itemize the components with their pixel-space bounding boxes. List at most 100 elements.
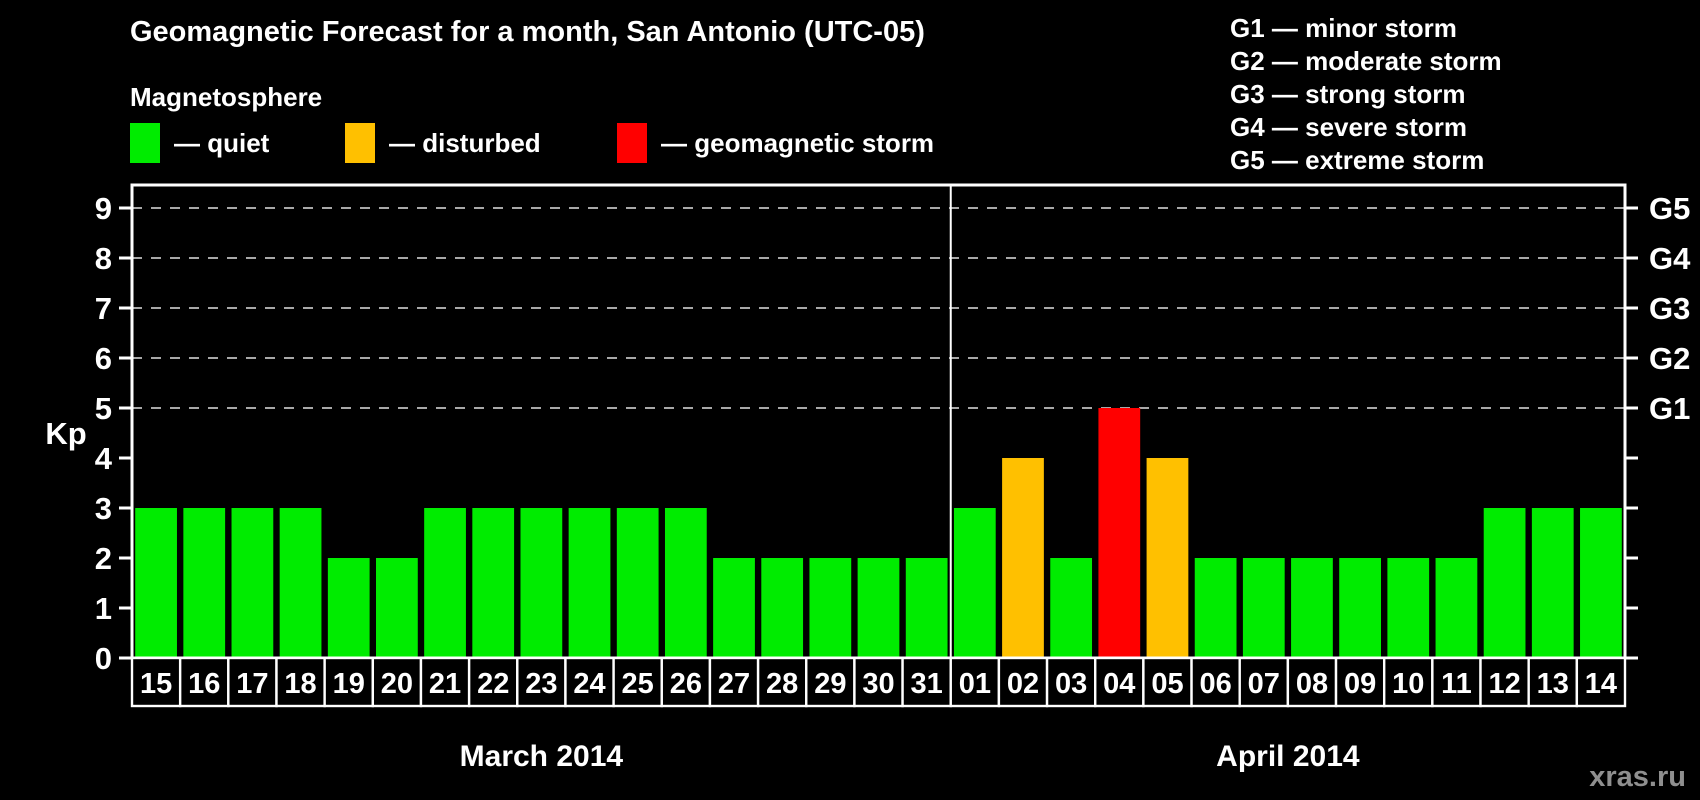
kp-bars [135, 408, 1622, 658]
day-label-10: 10 [1392, 668, 1424, 700]
day-cell-02 [997, 656, 1049, 708]
kp-bar-day-02 [1002, 458, 1044, 658]
kp-bar-day-13 [1531, 508, 1574, 658]
legend-item-quiet: — quiet [130, 121, 269, 165]
day-label-09: 09 [1344, 668, 1376, 700]
kp-bar-day-09 [1339, 558, 1381, 658]
day-label-26: 26 [670, 668, 702, 700]
day-cell-29 [805, 656, 856, 708]
day-labels-row: 15 16 17 18 19 20 21 22 23 24 25 26 27 28 29 30 31 01 02 03… [130, 656, 1627, 708]
day-label-25: 25 [622, 668, 654, 700]
day-cell-07 [1238, 656, 1290, 708]
day-label-13: 13 [1537, 668, 1569, 700]
legend-label-quiet: — quiet [174, 127, 270, 158]
g5-legend-line: G5 — extreme storm [1230, 145, 1485, 175]
kp-bar-day-05 [1146, 458, 1189, 658]
g-scale-axis: G1 G2 G3 G4 G5 [1649, 191, 1691, 426]
kp-bar-day-01 [953, 508, 996, 658]
month-label: April 2014 [1216, 740, 1360, 773]
kp-bar-day-23 [520, 508, 563, 658]
day-cell-22 [467, 656, 519, 708]
y-tick-label-2: 2 [95, 541, 112, 576]
day-label-02: 02 [1007, 668, 1039, 700]
kp-bar-day-06 [1194, 558, 1237, 658]
g-scale-label-g1: G1 [1649, 391, 1690, 426]
day-cell-27 [708, 656, 760, 708]
day-cell-08 [1286, 656, 1338, 708]
y-tick-label-0: 0 [95, 641, 112, 676]
kp-bar-day-26 [664, 508, 707, 658]
day-label-19: 19 [333, 668, 365, 700]
day-label-11: 11 [1441, 668, 1472, 700]
kp-bar-day-18 [279, 508, 322, 658]
day-label-03: 03 [1055, 668, 1087, 700]
kp-bar-day-14 [1580, 508, 1622, 658]
kp-bar-day-17 [231, 508, 274, 658]
day-label-15: 15 [140, 668, 172, 700]
kp-bar-day-22 [472, 508, 515, 658]
kp-bar-day-31 [905, 558, 948, 658]
kp-bar-day-20 [376, 558, 418, 658]
day-label-14: 14 [1585, 668, 1617, 700]
g2-legend-line: G2 — moderate storm [1230, 46, 1502, 76]
y-tick-label-6: 6 [95, 341, 112, 376]
quiet-swatch [130, 123, 160, 163]
day-label-23: 23 [525, 668, 557, 700]
g1-legend-line: G1 — minor storm [1230, 13, 1457, 43]
day-cell-16 [178, 656, 230, 708]
day-cell-06 [1190, 656, 1241, 708]
g-scale-label-g4: G4 [1649, 241, 1691, 276]
kp-bar-day-07 [1242, 558, 1285, 658]
kp-bar-day-29 [809, 558, 852, 658]
g-scale-label-g2: G2 [1649, 341, 1690, 376]
day-cell-11 [1431, 656, 1482, 708]
day-cell-19 [323, 656, 375, 708]
legend-label-storm: — geomagnetic storm [661, 127, 935, 158]
day-cell-14 [1575, 656, 1627, 708]
g-scale-legend: G1 — minor storm G2 — moderate storm G3 … [1230, 12, 1502, 177]
month-labels: March 2014 April 2014 [460, 740, 1360, 773]
y-tick-label-7: 7 [95, 291, 112, 326]
day-label-16: 16 [188, 668, 220, 700]
y-tick-label-1: 1 [95, 591, 112, 626]
day-label-27: 27 [718, 668, 750, 700]
day-cell-12 [1479, 656, 1530, 708]
day-cell-05 [1142, 656, 1193, 708]
kp-bar-day-11 [1435, 558, 1478, 658]
day-label-31: 31 [911, 668, 943, 700]
magnetosphere-label: Magnetosphere [130, 82, 323, 112]
kp-axis-label: Kp [45, 416, 86, 451]
grid-lines [132, 207, 1625, 409]
day-cell-04 [1094, 656, 1145, 708]
g-scale-label-g5: G5 [1649, 191, 1690, 226]
y-tick-label-4: 4 [95, 441, 113, 476]
magnetosphere-legend: — quiet — disturbed — geomagnetic storm [0, 121, 1100, 165]
day-label-08: 08 [1296, 668, 1328, 700]
day-cell-18 [275, 656, 326, 708]
day-label-05: 05 [1151, 668, 1183, 700]
storm-swatch [617, 123, 647, 163]
kp-bar-day-04 [1098, 408, 1141, 658]
kp-bar-day-12 [1483, 508, 1526, 658]
day-label-22: 22 [477, 668, 509, 700]
kp-bar-day-08 [1291, 558, 1333, 658]
day-label-07: 07 [1248, 668, 1280, 700]
kp-bar-day-27 [713, 558, 755, 658]
page-title: Geomagnetic Forecast for a month, San An… [130, 16, 925, 48]
disturbed-swatch [345, 123, 375, 163]
kp-bar-day-03 [1050, 558, 1093, 658]
g3-legend-line: G3 — strong storm [1230, 79, 1466, 109]
kp-bar-day-28 [761, 558, 804, 658]
legend-item-storm: — geomagnetic storm [617, 121, 934, 165]
day-label-12: 12 [1488, 668, 1520, 700]
day-label-21: 21 [429, 668, 461, 700]
day-label-30: 30 [862, 668, 894, 700]
month-label: March 2014 [460, 740, 624, 773]
day-label-04: 04 [1103, 668, 1135, 700]
day-cell-23 [516, 656, 567, 708]
y-axis: 0 1 2 3 4 5 6 7 8 9 Kp [45, 191, 1638, 676]
kp-bar-day-15 [135, 508, 177, 658]
day-cell-09 [1334, 656, 1386, 708]
